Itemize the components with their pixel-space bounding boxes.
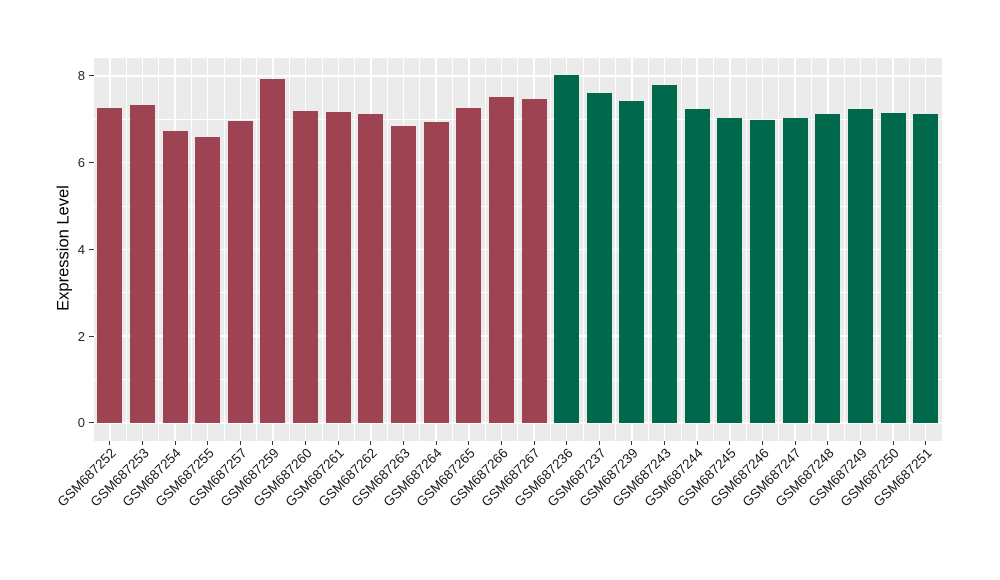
x-tick: [566, 440, 568, 445]
x-tick: [533, 440, 535, 445]
x-tick: [794, 440, 796, 445]
bar-GSM687239: [619, 101, 645, 423]
y-tick-label: 6: [77, 155, 85, 171]
bar-GSM687252: [97, 108, 123, 423]
x-tick: [925, 440, 927, 445]
x-tick: [892, 440, 894, 445]
y-tick: [89, 335, 94, 337]
x-tick: [141, 440, 143, 445]
bar-GSM687237: [586, 93, 612, 423]
y-tick-label: 4: [77, 241, 85, 257]
x-tick: [729, 440, 731, 445]
y-tick-label: 0: [77, 415, 85, 431]
x-tick: [403, 440, 405, 445]
x-tick: [305, 440, 307, 445]
x-tick: [598, 440, 600, 445]
x-tick: [174, 440, 176, 445]
y-tick: [89, 248, 94, 250]
x-tick: [468, 440, 470, 445]
bar-GSM687249: [847, 108, 873, 423]
bar-GSM687246: [750, 119, 775, 423]
y-tick-label: 2: [77, 328, 85, 344]
gridline-major-y: [93, 422, 942, 424]
bar-GSM687264: [423, 121, 449, 423]
bar-GSM687243: [652, 85, 678, 423]
y-tick: [89, 422, 94, 424]
bar-GSM687244: [684, 109, 710, 423]
bar-GSM687263: [391, 125, 417, 423]
bar-GSM687260: [293, 110, 319, 423]
bar-GSM687254: [162, 130, 188, 423]
x-tick: [370, 440, 372, 445]
x-tick: [207, 440, 209, 445]
x-tick: [696, 440, 698, 445]
bar-GSM687262: [358, 113, 384, 423]
y-tick: [89, 75, 94, 77]
bar-GSM687265: [456, 108, 482, 423]
x-tick: [631, 440, 633, 445]
x-tick: [762, 440, 763, 445]
bar-GSM687245: [717, 117, 743, 423]
bar-GSM687261: [325, 112, 351, 423]
bar-GSM687259: [260, 78, 286, 423]
bar-GSM687266: [488, 96, 514, 423]
x-tick: [664, 440, 666, 445]
bar-GSM687248: [815, 114, 841, 423]
x-tick: [827, 440, 829, 445]
x-tick: [239, 440, 241, 445]
gridline-major-y: [93, 161, 942, 164]
x-tick: [272, 440, 274, 445]
gridline-major-y: [93, 248, 942, 251]
x-tick: [435, 440, 437, 445]
gridline-major-y: [93, 75, 942, 77]
bar-GSM687267: [521, 99, 547, 423]
bar-GSM687255: [195, 137, 221, 423]
bar-GSM687247: [782, 117, 808, 423]
x-tick: [337, 440, 339, 445]
bar-GSM687257: [227, 120, 253, 423]
bar-GSM687253: [129, 105, 155, 423]
bar-GSM687251: [913, 114, 939, 423]
x-tick: [109, 440, 111, 445]
gridline-major-y: [93, 335, 942, 337]
bar-GSM687250: [880, 112, 906, 423]
x-tick: [500, 440, 502, 445]
x-tick: [859, 440, 861, 445]
y-tick-label: 8: [77, 68, 85, 84]
y-tick: [89, 162, 94, 164]
bar-GSM687236: [554, 74, 580, 423]
